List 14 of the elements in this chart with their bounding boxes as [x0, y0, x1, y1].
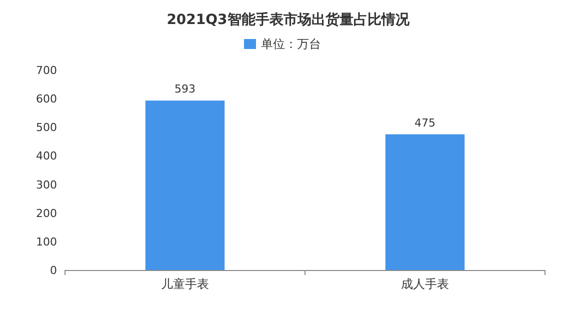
- xtick: 成人手表: [401, 277, 449, 291]
- ytick: 300: [36, 178, 57, 192]
- legend: 单位：万台: [261, 37, 321, 51]
- title: 2021Q3智能手表市场出货量占比情况: [166, 12, 410, 28]
- ytick: 200: [36, 206, 57, 220]
- xtick: 儿童手表: [161, 277, 209, 291]
- ytick: 0: [50, 264, 57, 277]
- data-label: 593: [174, 82, 196, 96]
- ytick: 600: [36, 92, 57, 106]
- ytick: 400: [36, 150, 57, 163]
- ytick: 700: [36, 64, 57, 77]
- ytick: 500: [36, 121, 57, 134]
- ytick: 100: [36, 235, 57, 248]
- data-label: 475: [414, 116, 436, 130]
